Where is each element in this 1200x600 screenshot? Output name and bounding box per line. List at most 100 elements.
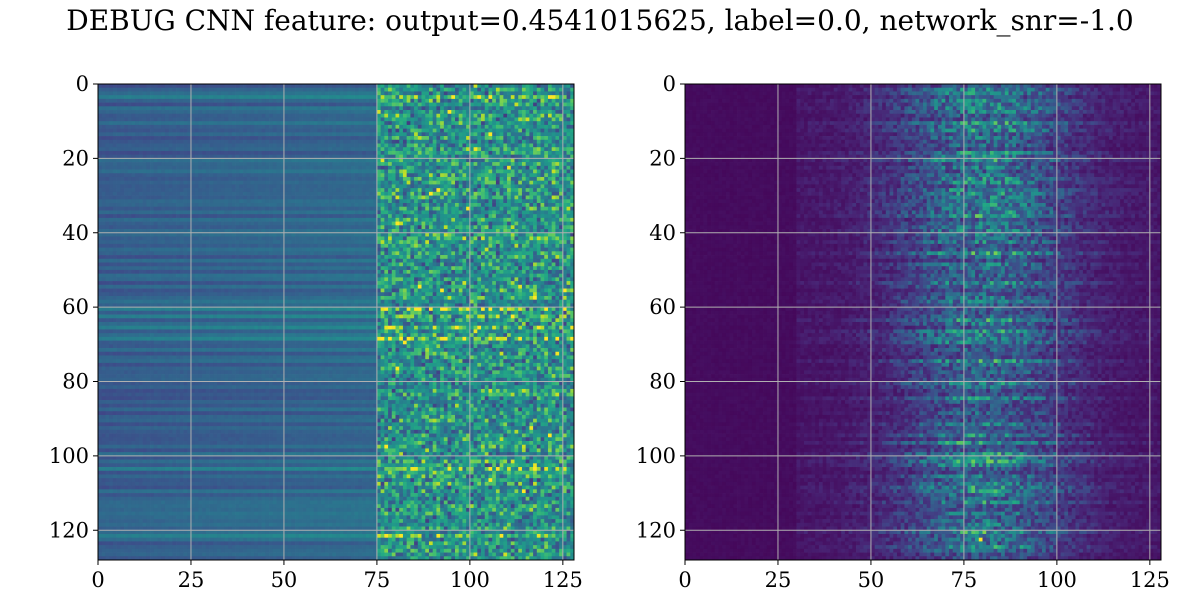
heatmap-cell: [336, 191, 341, 196]
heatmap-cell: [127, 217, 132, 222]
heatmap-cell: [533, 225, 538, 230]
heatmap-cell: [451, 199, 456, 204]
heatmap-cell: [547, 158, 553, 163]
heatmap-cell: [391, 217, 396, 222]
heatmap-cell: [469, 128, 474, 133]
heatmap-cell: [332, 136, 337, 141]
heatmap-cell: [414, 91, 419, 96]
heatmap-cell: [518, 221, 523, 226]
heatmap-cell: [176, 210, 181, 215]
heatmap-cell: [272, 188, 277, 193]
heatmap-cell: [347, 173, 352, 178]
heatmap-cell: [507, 87, 512, 92]
heatmap-cell: [347, 121, 352, 126]
heatmap-cell: [425, 154, 430, 159]
heatmap-cell: [570, 106, 575, 111]
heatmap-cell: [395, 184, 400, 189]
heatmap-cell: [365, 136, 370, 141]
heatmap-cell: [499, 214, 504, 219]
heatmap-cell: [120, 195, 125, 200]
heatmap-cell: [570, 180, 575, 185]
heatmap-cell: [384, 84, 389, 89]
heatmap-cell: [562, 206, 567, 211]
heatmap-cell: [168, 206, 173, 211]
heatmap-cell: [328, 121, 333, 126]
heatmap-cell: [324, 184, 329, 189]
heatmap-cell: [447, 173, 452, 178]
heatmap-cell: [309, 169, 315, 174]
heatmap-cell: [131, 113, 136, 118]
heatmap-cell: [269, 117, 274, 122]
heatmap-cell: [428, 221, 434, 226]
heatmap-cell: [376, 199, 381, 204]
heatmap-cell: [417, 203, 422, 208]
heatmap-cell: [354, 217, 359, 222]
heatmap-cell: [350, 225, 355, 230]
heatmap-cell: [395, 91, 400, 96]
heatmap-cell: [239, 210, 244, 215]
heatmap-cell: [205, 110, 210, 115]
heatmap-cell: [302, 158, 307, 163]
heatmap-cell: [499, 106, 504, 111]
heatmap-cell: [447, 217, 452, 222]
heatmap-cell: [105, 203, 110, 208]
heatmap-cell: [395, 188, 400, 193]
heatmap-cell: [529, 158, 534, 163]
heatmap-cell: [146, 150, 151, 156]
heatmap-cell: [440, 214, 445, 219]
heatmap-cell: [295, 221, 300, 226]
heatmap-cell: [555, 210, 560, 215]
heatmap-cell: [544, 147, 549, 152]
heatmap-cell: [421, 147, 426, 152]
heatmap-cell: [544, 173, 549, 178]
heatmap-cell: [309, 124, 315, 129]
heatmap-cell: [243, 199, 248, 204]
heatmap-cell: [402, 106, 408, 111]
heatmap-cell: [544, 87, 549, 92]
heatmap-cell: [328, 162, 333, 167]
heatmap-cell: [358, 84, 363, 89]
heatmap-cell: [228, 195, 233, 200]
heatmap-cell: [142, 169, 147, 174]
heatmap-cell: [328, 143, 333, 148]
heatmap-cell: [559, 217, 564, 222]
heatmap-cell: [313, 87, 318, 92]
heatmap-cell: [295, 199, 300, 204]
heatmap-cell: [395, 150, 400, 156]
heatmap-cell: [481, 210, 486, 215]
heatmap-cell: [388, 147, 393, 152]
heatmap-cell: [421, 169, 426, 174]
heatmap-cell: [559, 150, 564, 156]
heatmap-cell: [309, 217, 315, 222]
heatmap-cell: [547, 184, 553, 189]
heatmap-cell: [380, 158, 385, 163]
heatmap-cell: [142, 165, 147, 170]
heatmap-cell: [138, 217, 143, 222]
heatmap-cell: [373, 188, 378, 193]
heatmap-cell: [280, 173, 285, 178]
heatmap-cell: [547, 147, 553, 152]
heatmap-cell: [391, 158, 396, 163]
heatmap-cell: [495, 162, 500, 167]
heatmap-cell: [492, 206, 497, 211]
heatmap-cell: [217, 184, 222, 189]
heatmap-cell: [183, 165, 188, 170]
heatmap-cell: [373, 143, 378, 148]
heatmap-cell: [298, 191, 303, 196]
heatmap-cell: [432, 225, 437, 230]
heatmap-cell: [198, 91, 203, 96]
heatmap-cell: [243, 173, 248, 178]
heatmap-cell: [198, 84, 203, 89]
heatmap-cell: [462, 158, 467, 163]
heatmap-cell: [436, 210, 441, 215]
heatmap-cell: [276, 143, 281, 148]
heatmap-cell: [481, 173, 486, 178]
heatmap-cell: [421, 165, 426, 170]
heatmap-cell: [555, 84, 560, 89]
heatmap-cell: [540, 214, 545, 219]
heatmap-cell: [510, 154, 515, 159]
heatmap-cell: [391, 203, 396, 208]
heatmap-cell: [521, 117, 527, 122]
heatmap-cell: [421, 188, 426, 193]
heatmap-cell: [455, 117, 460, 122]
